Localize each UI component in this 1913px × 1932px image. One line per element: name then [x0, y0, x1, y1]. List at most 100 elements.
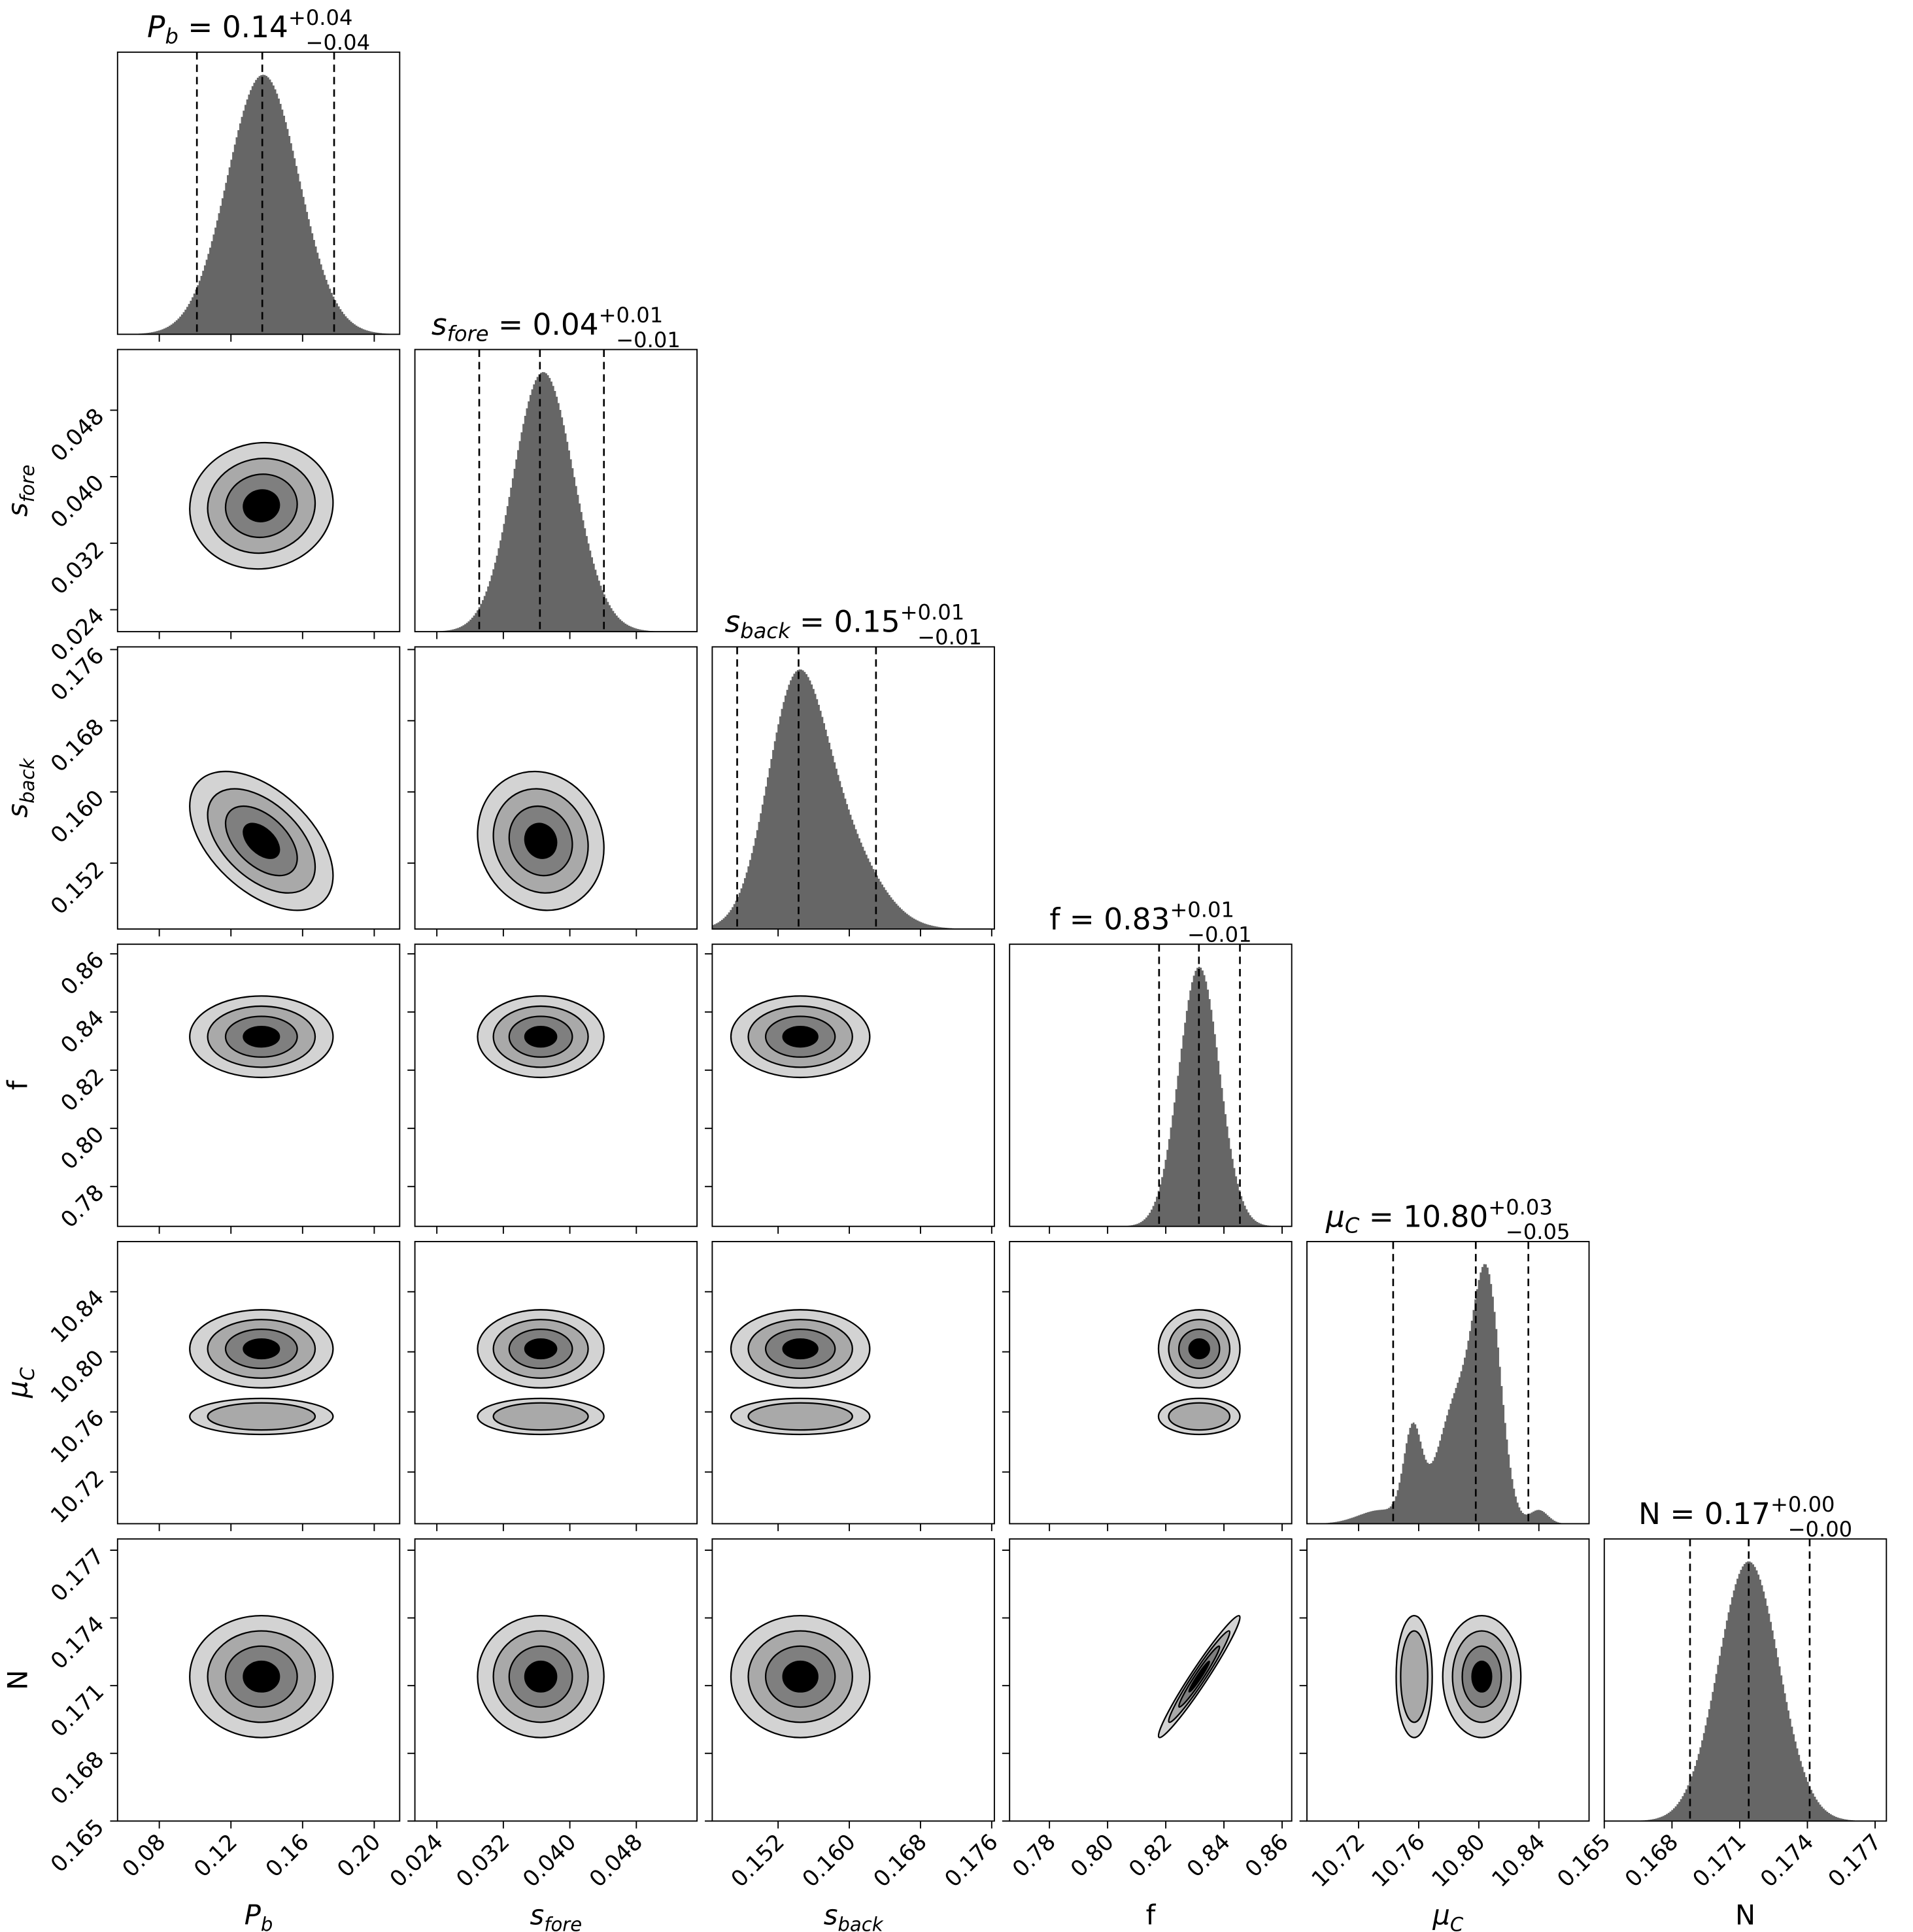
panel-content	[1604, 1538, 1887, 1822]
x-tick-label: 0.177	[1823, 1829, 1887, 1892]
x-axis-label-3: f	[1146, 1899, 1157, 1931]
panel-frame	[116, 646, 401, 930]
contour-panel-2-1	[407, 646, 698, 937]
contour-panel-4-1	[407, 1241, 698, 1531]
y-tick-label: 10.80	[46, 1345, 109, 1408]
contour-level-3	[524, 822, 558, 859]
x-tick-label: 10.72	[1307, 1829, 1370, 1892]
contour-level-3	[1188, 1338, 1210, 1360]
panel-content	[477, 1309, 605, 1436]
y-tick-label: 0.032	[46, 536, 109, 600]
panel-content	[1157, 1309, 1241, 1436]
x-axis-label-2: sback	[824, 1899, 884, 1932]
panel-content	[1306, 1241, 1589, 1524]
panel-content	[1009, 944, 1292, 1227]
x-axis-label-1: sfore	[530, 1899, 583, 1932]
label-sub: fore	[544, 1914, 582, 1932]
x-tick-label: 0.165	[1552, 1829, 1616, 1892]
panel-frame	[1306, 1538, 1590, 1822]
label-base: s	[824, 1899, 838, 1931]
label-base: f	[2, 1079, 34, 1090]
title-plus: +0.00	[1770, 1492, 1835, 1517]
panel-content	[730, 1615, 871, 1738]
contour-level-1	[747, 1402, 853, 1431]
x-tick-label: 0.80	[1066, 1829, 1119, 1882]
contour-level-3	[524, 1025, 558, 1048]
histogram-panel-2: sback = 0.15+0.01 −0.01	[711, 600, 995, 937]
contour-panel-5-0: 0.08 0.12 0.16 0.20 0.1650.1680.1710.1740.17…	[46, 1538, 401, 1882]
panel-title: N = 0.17+0.00 −0.00	[1638, 1492, 1852, 1542]
y-axis-label-1: sfore	[2, 465, 39, 517]
panel-frame	[711, 646, 995, 930]
label-sub: back	[16, 758, 39, 804]
y-tick-label: 0.84	[56, 1005, 109, 1059]
title-param: μ	[1325, 1199, 1345, 1234]
title-value: = 0.83	[1060, 902, 1170, 936]
x-tick-label: 0.032	[451, 1829, 515, 1892]
label-sub: fore	[16, 465, 39, 503]
x-tick-label: 0.78	[1007, 1829, 1061, 1882]
contour-level-3	[524, 1660, 558, 1693]
histogram-bars	[712, 669, 994, 929]
contour-level-1	[1400, 1630, 1429, 1723]
title-param: N	[1638, 1497, 1661, 1531]
histogram-bars	[1604, 1561, 1887, 1822]
title-plus: +0.01	[1170, 898, 1234, 923]
contour-level-3	[782, 1025, 819, 1048]
x-tick-label: 0.024	[385, 1829, 449, 1892]
x-tick-label: 0.176	[940, 1829, 1003, 1892]
histogram-panel-1: sfore = 0.04+0.01 −0.01	[414, 303, 698, 639]
contour-level-3	[243, 489, 280, 522]
y-tick-label: 10.84	[46, 1285, 109, 1348]
x-tick-label: 10.80	[1427, 1829, 1490, 1892]
panel-content	[189, 1309, 334, 1436]
y-tick-label: 0.80	[56, 1121, 109, 1175]
y-tick-label: 0.168	[46, 714, 109, 777]
contour-panel-3-0: 0.780.800.820.840.86	[56, 943, 401, 1234]
x-tick-label: 0.20	[332, 1829, 386, 1882]
y-axis-label-4: μC	[2, 1367, 39, 1398]
x-tick-label: 0.168	[1620, 1829, 1684, 1892]
x-tick-label: 0.168	[868, 1829, 932, 1892]
x-axis-label-4: μC	[1432, 1899, 1463, 1932]
contour-level-3	[243, 1025, 280, 1048]
histogram-panel-3: f = 0.83+0.01 −0.01	[1009, 898, 1293, 1234]
histogram-bars	[117, 75, 400, 335]
title-param: P	[147, 10, 165, 44]
histogram-panel-4: μC = 10.80+0.03 −0.05	[1306, 1195, 1590, 1531]
y-tick-label: 0.177	[46, 1543, 109, 1606]
contour-level-3	[782, 1338, 819, 1360]
panel-frame	[414, 1241, 698, 1525]
y-tick-label: 0.040	[46, 470, 109, 534]
contour-panel-4-2	[705, 1241, 995, 1531]
y-tick-label: 0.048	[46, 403, 109, 467]
label-base: N	[2, 1670, 34, 1690]
panel-frame	[1009, 1241, 1293, 1525]
y-axis-label-5: N	[2, 1670, 34, 1690]
panel-frame	[414, 646, 698, 930]
contour-level-3	[1188, 1660, 1210, 1693]
title-param-sub: back	[740, 619, 791, 643]
x-tick-label: 0.86	[1240, 1829, 1294, 1882]
x-tick-label: 0.84	[1182, 1829, 1236, 1882]
panel-frame	[711, 1538, 995, 1822]
contour-panel-5-1: 0.024 0.032 0.040 0.048	[385, 1538, 698, 1893]
y-tick-label: 0.174	[46, 1611, 109, 1674]
y-tick-label: 10.72	[46, 1465, 109, 1529]
x-tick-label: 10.76	[1366, 1829, 1430, 1892]
contour-level-1	[1168, 1402, 1231, 1431]
panel-frame	[414, 1538, 698, 1822]
y-tick-label: 0.171	[46, 1679, 109, 1742]
x-tick-label: 0.16	[261, 1829, 314, 1882]
contour-panel-3-2	[705, 943, 995, 1234]
contour-panel-3-1	[407, 943, 698, 1234]
panel-content	[477, 995, 605, 1079]
panel-title: Pb = 0.14+0.04 −0.04	[147, 5, 370, 55]
label-sub: back	[838, 1914, 883, 1932]
contour-level-3	[782, 1660, 819, 1693]
panel-title: μC = 10.80+0.03 −0.05	[1325, 1195, 1570, 1244]
panel-content	[730, 1309, 871, 1436]
